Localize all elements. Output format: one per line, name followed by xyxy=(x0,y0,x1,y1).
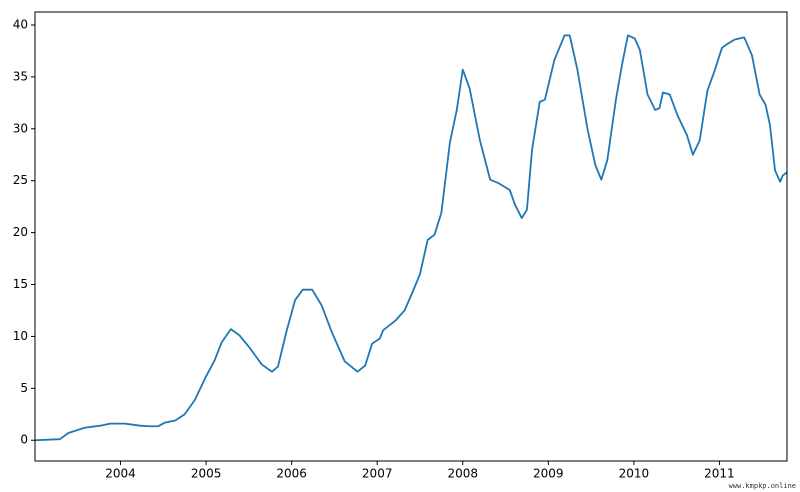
x-tick-label: 2010 xyxy=(619,467,650,481)
y-tick-label: 0 xyxy=(20,433,28,447)
y-tick-label: 25 xyxy=(13,173,28,187)
line-series xyxy=(34,34,788,442)
x-tick-label: 2004 xyxy=(105,467,136,481)
x-tick-label: 2009 xyxy=(533,467,564,481)
plot-frame xyxy=(34,11,788,462)
y-tick-label: 30 xyxy=(13,121,28,135)
x-tick-label: 2005 xyxy=(191,467,222,481)
x-tick-label: 2011 xyxy=(704,467,735,481)
y-tick-label: 5 xyxy=(20,381,28,395)
x-tick-label: 2007 xyxy=(362,467,393,481)
x-tick-label: 2008 xyxy=(447,467,478,481)
x-tick-label: 2006 xyxy=(276,467,307,481)
watermark: www.kmpkp.online xyxy=(729,482,796,490)
y-tick-label: 20 xyxy=(13,225,28,239)
y-tick-label: 15 xyxy=(13,277,28,291)
y-tick-label: 35 xyxy=(13,69,28,83)
y-tick-label: 10 xyxy=(13,329,28,343)
y-tick-label: 40 xyxy=(13,17,28,31)
